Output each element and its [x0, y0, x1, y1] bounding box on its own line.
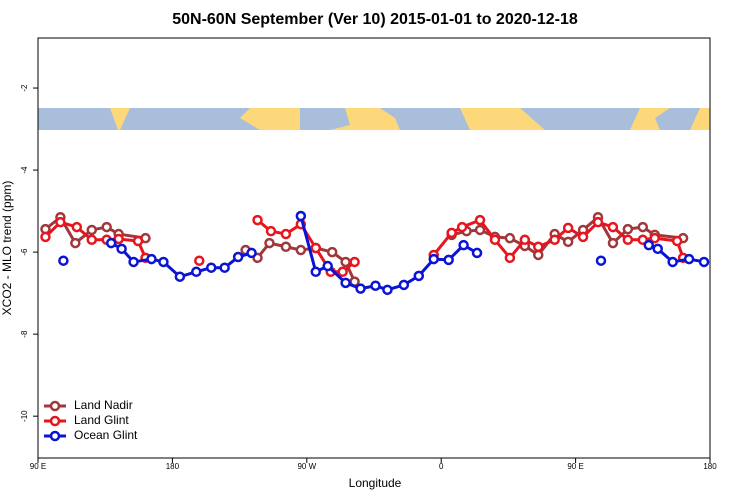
data-point	[637, 221, 649, 233]
y-tick-label: -6	[20, 248, 29, 256]
data-point	[101, 221, 112, 233]
data-point	[504, 232, 516, 244]
data-point	[533, 249, 544, 261]
y-axis-label: XCO2 - MLO trend (ppm)	[0, 181, 14, 316]
y-tick-label: -2	[20, 84, 29, 92]
y-tick-label: -4	[20, 166, 29, 174]
data-point	[86, 224, 98, 236]
data-point	[340, 277, 351, 289]
data-point	[683, 253, 695, 265]
x-tick-label: 90 E	[30, 462, 46, 471]
data-point	[471, 247, 483, 259]
map-strip	[38, 108, 710, 130]
data-point	[113, 233, 124, 245]
data-point	[671, 235, 683, 247]
data-point	[71, 221, 83, 233]
data-point	[643, 239, 655, 251]
data-point	[295, 210, 307, 222]
data-point	[667, 256, 678, 268]
data-point	[622, 223, 634, 235]
data-point	[326, 246, 338, 258]
data-point	[549, 234, 560, 246]
data-point	[337, 266, 348, 278]
data-point	[519, 234, 531, 246]
x-tick-label: 90 W	[297, 462, 316, 471]
x-tick-label: 0	[439, 462, 444, 471]
data-point	[382, 284, 393, 296]
data-point	[652, 243, 663, 255]
data-point	[295, 244, 307, 256]
data-point	[205, 262, 217, 273]
data-point	[489, 234, 501, 246]
data-point	[458, 239, 469, 251]
data-point	[264, 237, 275, 249]
data-point	[562, 236, 574, 248]
plot-frame	[37, 37, 711, 459]
y-tick-label: -10	[20, 410, 29, 422]
legend-label: Ocean Glint	[74, 428, 138, 442]
data-point	[310, 242, 322, 254]
data-point	[116, 243, 127, 255]
data-point	[219, 262, 230, 273]
legend-marker	[49, 400, 61, 412]
data-point	[398, 279, 410, 291]
data-point	[504, 252, 516, 264]
data-point	[474, 214, 486, 226]
data-point	[232, 251, 244, 263]
data-point	[562, 222, 574, 234]
data-point	[70, 237, 81, 249]
data-point	[86, 234, 98, 246]
legend-marker	[49, 430, 61, 442]
data-point	[533, 241, 544, 253]
legend-label: Land Nadir	[74, 398, 133, 412]
data-point	[340, 256, 351, 268]
data-point	[40, 231, 51, 243]
data-point	[349, 256, 360, 268]
data-point	[280, 241, 292, 253]
data-point	[446, 227, 457, 239]
data-point	[428, 253, 439, 265]
data-point	[456, 221, 468, 233]
data-point	[280, 228, 292, 240]
data-point	[592, 216, 604, 228]
data-point	[128, 256, 139, 268]
data-point	[355, 283, 366, 294]
data-point	[158, 256, 169, 268]
data-point	[55, 216, 66, 228]
data-point	[252, 214, 263, 226]
data-point	[622, 234, 634, 246]
legend-label: Land Glint	[74, 413, 129, 427]
data-point	[443, 254, 454, 266]
data-point	[474, 224, 486, 236]
data-point	[595, 255, 607, 266]
data-point	[370, 280, 381, 291]
data-point	[698, 256, 710, 268]
data-point	[132, 235, 144, 247]
data-point	[194, 255, 205, 266]
data-point	[174, 271, 186, 282]
data-point	[105, 237, 117, 249]
data-point	[265, 225, 277, 237]
data-point	[607, 237, 619, 249]
x-tick-label: 90 E	[567, 462, 583, 471]
data-point	[413, 270, 425, 282]
data-point	[146, 253, 157, 265]
data-point	[607, 221, 619, 233]
data-point	[322, 260, 333, 272]
chart-title: 50N-60N September (Ver 10) 2015-01-01 to…	[172, 11, 578, 28]
x-tick-label: 180	[703, 462, 717, 471]
data-point	[191, 266, 202, 278]
data-point	[246, 247, 257, 259]
x-tick-label: 180	[166, 462, 180, 471]
data-point	[310, 266, 322, 278]
y-tick-label: -8	[20, 330, 29, 338]
x-axis-label: Longitude	[349, 476, 402, 490]
legend-marker	[49, 415, 61, 427]
data-point	[577, 231, 589, 243]
data-point	[58, 255, 69, 266]
data-point	[649, 232, 660, 244]
